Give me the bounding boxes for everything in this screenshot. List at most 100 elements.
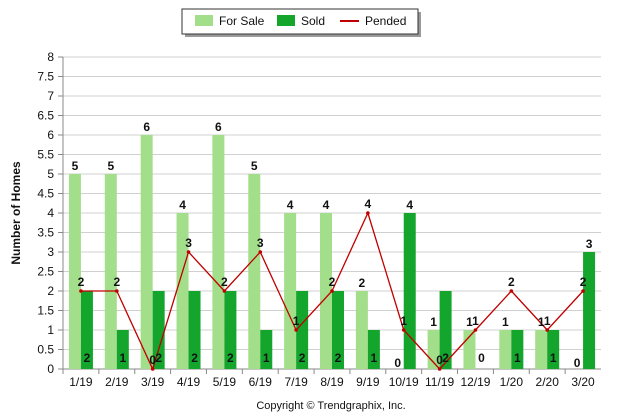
x-tick-label: 12/19 — [460, 375, 490, 389]
bar-sold — [188, 291, 201, 369]
data-label-sold: 1 — [119, 351, 126, 365]
pended-point — [330, 289, 334, 293]
y-tick-label: 4.5 — [37, 187, 54, 201]
x-tick-label: 4/19 — [177, 375, 201, 389]
data-label-for-sale: 5 — [251, 159, 258, 173]
legend-swatch-for-sale — [195, 15, 213, 26]
y-tick-label: 5 — [47, 167, 54, 181]
legend-box — [181, 8, 419, 35]
pended-point — [401, 328, 406, 332]
y-tick-label: 4 — [47, 206, 54, 220]
y-tick-label: 7.5 — [37, 70, 54, 84]
legend-label-for-sale: For Sale — [219, 14, 265, 28]
data-label-for-sale: 1 — [466, 315, 473, 329]
x-tick-label: 3/19 — [141, 375, 165, 389]
data-label-for-sale: 4 — [323, 198, 330, 212]
data-label-for-sale: 4 — [287, 198, 294, 212]
x-tick-label: 11/19 — [425, 375, 454, 389]
data-label-pended: 2 — [580, 275, 587, 289]
bar-sold — [116, 330, 129, 369]
data-label-sold: 1 — [371, 351, 378, 365]
data-label-pended: 1 — [544, 314, 551, 328]
data-label-pended: 4 — [365, 197, 372, 211]
y-tick-label: 1 — [47, 323, 54, 337]
y-tick-label: 6 — [47, 128, 54, 142]
pended-line — [79, 211, 585, 371]
pended-point — [294, 328, 298, 332]
bar-sold — [583, 252, 596, 369]
bar-sold — [260, 330, 273, 369]
bar-for-sale — [140, 135, 153, 369]
pended-point — [509, 289, 514, 293]
data-label-sold: 2 — [227, 351, 234, 365]
bar-for-sale — [499, 330, 512, 369]
bar-for-sale — [284, 213, 297, 369]
bar-for-sale — [104, 174, 117, 369]
data-label-pended: 2 — [78, 275, 85, 289]
bar-sold — [80, 291, 93, 369]
data-label-sold: 2 — [155, 351, 162, 365]
data-label-sold: 2 — [335, 351, 342, 365]
y-tick-label: 5.5 — [37, 148, 54, 162]
pended-point — [115, 289, 119, 293]
data-label-for-sale: 5 — [107, 159, 114, 173]
legend-swatch-sold — [277, 15, 295, 26]
y-axis-title: Number of Homes — [9, 161, 23, 265]
data-label-for-sale: 1 — [538, 315, 545, 329]
x-tick-label: 1/19 — [69, 375, 93, 389]
data-label-sold: 4 — [406, 198, 413, 212]
data-label-pended: 1 — [293, 314, 300, 328]
data-label-for-sale: 6 — [143, 120, 150, 134]
bar-sold — [439, 291, 452, 369]
bar-for-sale — [320, 213, 332, 369]
y-tick-label: 8 — [47, 50, 54, 64]
bar-sold — [403, 213, 416, 369]
data-label-for-sale: 0 — [574, 356, 581, 370]
bar-sold — [224, 291, 237, 369]
data-label-sold: 2 — [299, 351, 306, 365]
data-label-pended: 3 — [257, 236, 264, 250]
data-label-pended: 0 — [436, 353, 443, 367]
bar-for-sale — [176, 213, 189, 369]
y-tick-label: 2.5 — [37, 265, 54, 279]
data-label-sold: 1 — [550, 351, 557, 365]
data-label-for-sale: 0 — [394, 356, 401, 370]
bar-for-sale — [355, 291, 368, 369]
data-label-sold: 1 — [514, 351, 521, 365]
pended-point — [79, 289, 83, 293]
pended-point — [150, 367, 155, 371]
data-label-pended: 1 — [400, 314, 407, 328]
legend-label-pended: Pended — [365, 14, 406, 28]
data-label-pended: 2 — [508, 275, 515, 289]
y-tick-label: 3.5 — [37, 226, 54, 240]
pended-point — [545, 328, 549, 332]
data-label-for-sale: 1 — [502, 315, 509, 329]
x-tick-label: 10/19 — [389, 375, 419, 389]
data-label-for-sale: 1 — [430, 315, 437, 329]
x-tick-label: 7/19 — [284, 375, 308, 389]
y-tick-label: 0.5 — [37, 343, 54, 357]
pended-point — [258, 250, 263, 254]
y-tick-label: 6.5 — [37, 109, 54, 123]
pended-point — [222, 289, 227, 293]
bar-sold — [547, 330, 560, 369]
bar-for-sale — [68, 174, 81, 369]
data-label-pended: 2 — [113, 275, 120, 289]
pended-point — [366, 211, 370, 215]
pended-point — [437, 367, 442, 371]
x-tick-label: 2/19 — [105, 375, 129, 389]
y-tick-label: 3 — [47, 245, 54, 259]
data-label-pended: 0 — [149, 353, 156, 367]
legend: For Sale Sold Pended — [181, 8, 421, 37]
x-tick-label: 2/20 — [536, 375, 560, 389]
bars — [68, 135, 596, 369]
data-label-pended: 1 — [472, 314, 479, 328]
y-tick-label: 0 — [47, 362, 54, 376]
bar-sold — [511, 330, 524, 369]
bar-sold — [367, 330, 380, 369]
data-label-for-sale: 6 — [215, 120, 222, 134]
bar-for-sale — [248, 174, 261, 369]
legend-label-sold: Sold — [301, 14, 325, 28]
data-label-pended: 2 — [329, 275, 336, 289]
